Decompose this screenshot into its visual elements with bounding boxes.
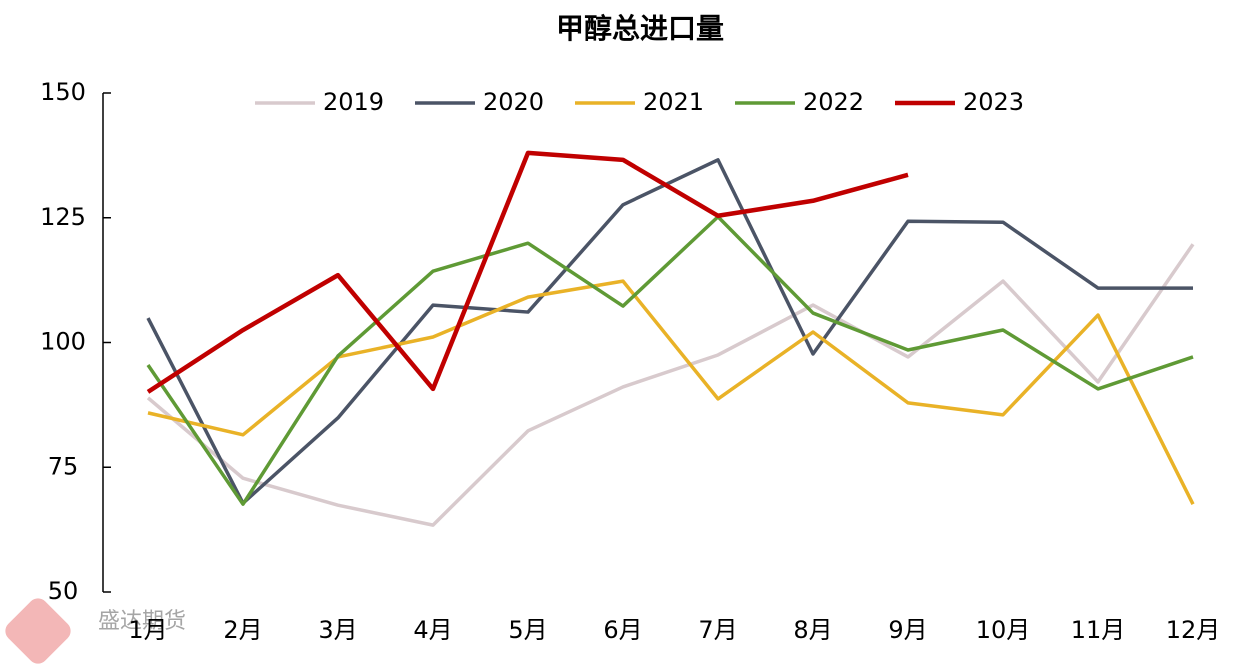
watermark-logo — [5, 598, 71, 664]
legend-label: 2020 — [483, 88, 544, 116]
series-line — [146, 243, 1195, 527]
chart-title: 甲醇总进口量 — [556, 12, 724, 45]
legend-label: 2019 — [323, 88, 384, 116]
y-tick-label: 125 — [40, 203, 86, 231]
y-tick-label: 75 — [48, 452, 79, 480]
legend-label: 2023 — [963, 88, 1024, 116]
x-tick-label: 12月 — [1166, 616, 1221, 644]
x-tick-label: 11月 — [1071, 616, 1126, 644]
x-tick-label: 5月 — [508, 616, 547, 644]
x-tick-label: 3月 — [318, 616, 357, 644]
x-tick-label: 6月 — [603, 616, 642, 644]
x-tick-label: 8月 — [793, 616, 832, 644]
legend-label: 2021 — [643, 88, 704, 116]
x-tick-label: 4月 — [413, 616, 452, 644]
series-line — [147, 279, 1195, 505]
x-tick-label: 7月 — [698, 616, 737, 644]
y-tick-label: 100 — [40, 328, 86, 356]
x-tick-label: 2月 — [223, 616, 262, 644]
x-tick-label: 9月 — [888, 616, 927, 644]
y-tick-label: 150 — [40, 78, 86, 106]
x-tick-label: 1月 — [128, 616, 167, 644]
watermark: 盛达期货 — [5, 598, 186, 664]
legend-label: 2022 — [803, 88, 864, 116]
watermark-text: 盛达期货 — [98, 609, 186, 634]
y-tick-label: 50 — [48, 577, 79, 605]
x-tick-label: 10月 — [976, 616, 1031, 644]
series-line — [146, 215, 1194, 506]
series-line — [146, 158, 1193, 505]
series-line — [146, 150, 909, 394]
